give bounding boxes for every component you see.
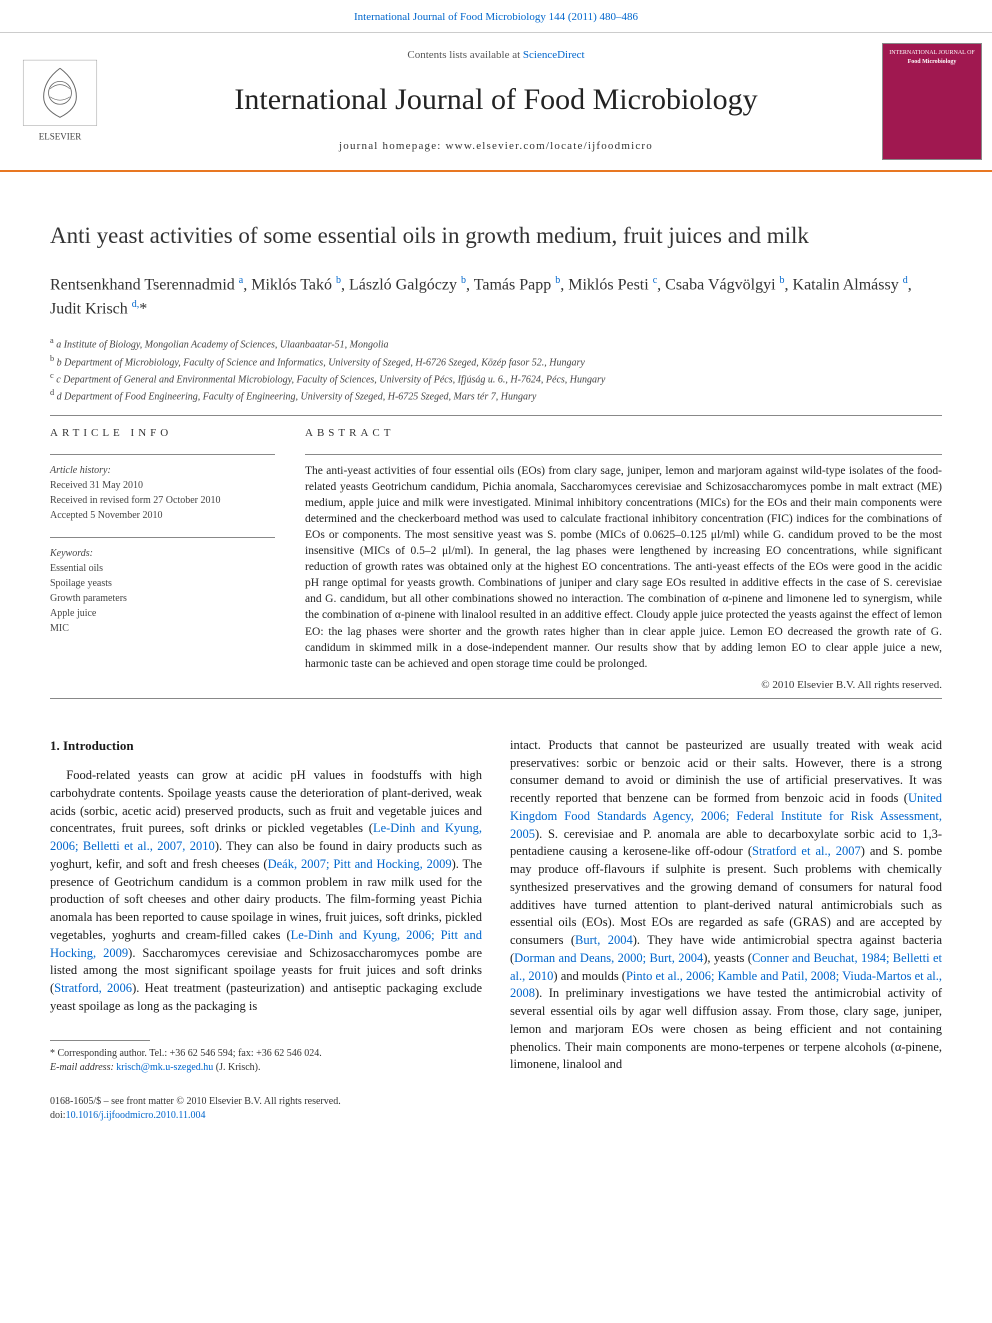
keywords: Keywords: Essential oils Spoilage yeasts… <box>50 546 275 636</box>
journal-name: International Journal of Food Microbiolo… <box>234 78 757 122</box>
body-paragraph: intact. Products that cannot be pasteuri… <box>510 737 942 1074</box>
elsevier-logo: ELSEVIER <box>0 33 120 170</box>
affiliation-c: c c Department of General and Environmen… <box>50 370 942 387</box>
page-footer: 0168-1605/$ – see front matter © 2010 El… <box>0 1075 992 1154</box>
article-history: Article history: Received 31 May 2010 Re… <box>50 463 275 523</box>
article-info-heading: ARTICLE INFO <box>50 426 275 442</box>
column-right: intact. Products that cannot be pasteuri… <box>510 737 942 1075</box>
divider <box>50 698 942 699</box>
corresponding-author-footnote: * Corresponding author. Tel.: +36 62 546… <box>50 1047 482 1075</box>
footnote-divider <box>50 1040 150 1041</box>
affiliation-b: b b Department of Microbiology, Faculty … <box>50 353 942 370</box>
sciencedirect-link[interactable]: ScienceDirect <box>523 49 585 61</box>
article-header: Anti yeast activities of some essential … <box>0 172 992 405</box>
doi-link[interactable]: 10.1016/j.ijfoodmicro.2010.11.004 <box>66 1110 206 1121</box>
header-center: Contents lists available at ScienceDirec… <box>120 33 872 170</box>
abstract-heading: ABSTRACT <box>305 426 942 442</box>
journal-cover-thumb: INTERNATIONAL JOURNAL OF Food Microbiolo… <box>882 43 982 160</box>
body-paragraph: Food-related yeasts can grow at acidic p… <box>50 767 482 1016</box>
journal-citation[interactable]: International Journal of Food Microbiolo… <box>0 0 992 32</box>
column-left: 1. Introduction Food-related yeasts can … <box>50 737 482 1075</box>
article-title: Anti yeast activities of some essential … <box>50 222 942 251</box>
divider <box>50 415 942 416</box>
abstract-copyright: © 2010 Elsevier B.V. All rights reserved… <box>305 678 942 694</box>
affiliation-a: a a Institute of Biology, Mongolian Acad… <box>50 335 942 352</box>
affiliations: a a Institute of Biology, Mongolian Acad… <box>50 335 942 404</box>
article-info-sidebar: ARTICLE INFO Article history: Received 3… <box>50 426 275 694</box>
body-columns: 1. Introduction Food-related yeasts can … <box>0 709 992 1075</box>
affiliation-d: d d Department of Food Engineering, Facu… <box>50 387 942 404</box>
contents-line: Contents lists available at ScienceDirec… <box>407 48 584 64</box>
homepage-line: journal homepage: www.elsevier.com/locat… <box>339 139 653 155</box>
abstract-text: The anti-yeast activities of four essent… <box>305 463 942 672</box>
journal-header: ELSEVIER Contents lists available at Sci… <box>0 32 992 172</box>
abstract-column: ABSTRACT The anti-yeast activities of fo… <box>305 426 942 694</box>
svg-text:ELSEVIER: ELSEVIER <box>39 132 82 142</box>
email-link[interactable]: krisch@mk.u-szeged.hu <box>116 1062 213 1073</box>
introduction-heading: 1. Introduction <box>50 737 482 755</box>
authors-list: Rentsenkhand Tserennadmid a, Miklós Takó… <box>50 273 942 322</box>
